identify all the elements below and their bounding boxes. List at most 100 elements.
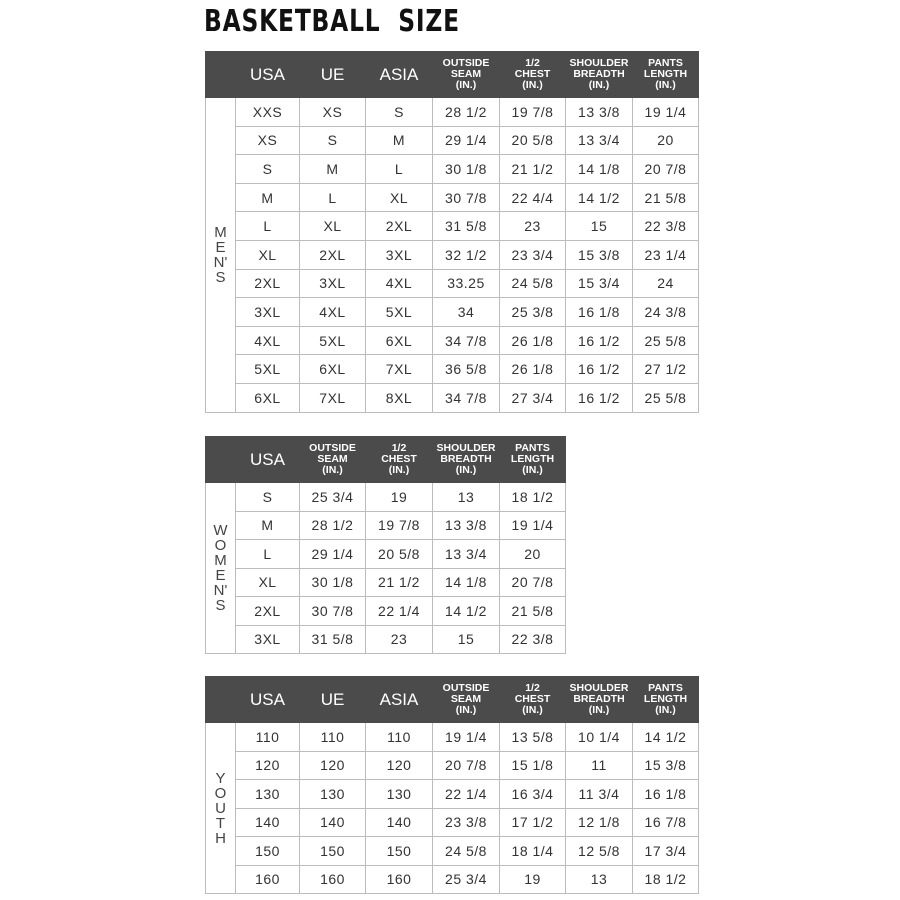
table-cell: 21 1/2 <box>499 154 566 184</box>
table-cell: 20 7/8 <box>432 750 500 780</box>
youth-size-table: USA UE ASIA OUTSIDE SEAM (IN.) 1/2 CHEST (IN… <box>205 676 699 894</box>
table-cell: 20 7/8 <box>499 567 566 597</box>
table-cell: 120 <box>365 750 433 780</box>
table-cell: 22 4/4 <box>499 182 566 213</box>
table-cell: 18 1/2 <box>499 482 566 512</box>
table-cell: 27 3/4 <box>499 382 566 413</box>
table-cell: 150 <box>365 836 433 866</box>
table-cell: S <box>365 97 433 127</box>
table-row: Y O U T H 110 110 110 19 1/4 13 5/8 10 1/4 14 1… <box>205 722 699 894</box>
table-cell: 3XL <box>365 239 433 270</box>
table-cell: 21 5/8 <box>632 182 699 213</box>
column-header: USA <box>235 51 300 98</box>
table-cell: 24 <box>632 268 699 299</box>
table-cell: 19 <box>499 864 566 894</box>
table-cell: M <box>235 510 300 540</box>
table-cell: 13 <box>565 864 633 894</box>
table-cell: 6XL <box>365 325 433 356</box>
table-cell: 3XL <box>235 624 300 654</box>
table-cell: M <box>365 125 433 156</box>
table-cell: 25 5/8 <box>632 382 699 413</box>
column-header: UE <box>299 676 366 723</box>
table-cell: 3XL <box>235 297 300 327</box>
table-cell: XS <box>235 125 300 156</box>
column-header: UE <box>299 51 366 98</box>
table-cell: 23 3/8 <box>432 807 500 837</box>
table-cell: 13 5/8 <box>499 722 566 752</box>
table-cell: 27 1/2 <box>632 354 699 384</box>
table-cell: 14 1/2 <box>565 182 633 213</box>
table-cell: 23 3/4 <box>499 239 566 270</box>
table-cell: 15 3/8 <box>632 750 699 780</box>
table-cell: 13 3/4 <box>432 539 500 569</box>
column-header: PANTS LENGTH (IN.) <box>632 51 699 98</box>
table-cell: XL <box>235 239 300 270</box>
womens-size-table: USA OUTSIDE SEAM (IN.) 1/2 CHEST (IN.) SHOU… <box>205 436 566 654</box>
table-cell: 25 3/4 <box>299 482 366 512</box>
header-corner <box>205 51 236 98</box>
table-cell: 120 <box>235 750 300 780</box>
table-cell: M <box>235 182 300 213</box>
table-cell: 20 5/8 <box>499 125 566 156</box>
table-cell: L <box>235 211 300 241</box>
mens-size-table: USA UE ASIA OUTSIDE SEAM (IN.) 1/2 CHEST (IN… <box>205 51 699 413</box>
table-cell: 17 1/2 <box>499 807 566 837</box>
table-cell: 140 <box>299 807 366 837</box>
table-cell: 17 3/4 <box>632 836 699 866</box>
table-cell: 12 1/8 <box>565 807 633 837</box>
table-cell: 20 7/8 <box>632 154 699 184</box>
table-cell: 14 1/8 <box>432 567 500 597</box>
table-cell: L <box>299 182 366 213</box>
table-cell: 14 1/8 <box>565 154 633 184</box>
table-row: M E N' S XXS XS S 28 1/2 19 7/8 13 3/8 19 1/4 <box>205 97 699 413</box>
section-label: W O M E N' S <box>205 482 236 654</box>
table-cell: 16 7/8 <box>632 807 699 837</box>
table-cell: 110 <box>365 722 433 752</box>
table-cell: 7XL <box>299 382 366 413</box>
table-cell: 5XL <box>235 354 300 384</box>
table-cell: 22 1/4 <box>432 779 500 809</box>
table-cell: S <box>235 482 300 512</box>
column-header: USA <box>235 676 300 723</box>
table-cell: 15 <box>565 211 633 241</box>
table-cell: L <box>235 539 300 569</box>
table-cell: 4XL <box>365 268 433 299</box>
table-cell: 26 1/8 <box>499 325 566 356</box>
table-row: S M L 30 1/8 21 1/2 14 1/8 20 7/8 <box>206 154 699 184</box>
table-cell: 16 3/4 <box>499 779 566 809</box>
table-cell: 28 1/2 <box>299 510 366 540</box>
table-row: 140 140 140 23 3/8 17 1/2 12 1/8 16 7/8 <box>206 807 699 837</box>
table-row: 3XL 31 5/8 23 15 22 3/8 <box>206 624 566 654</box>
header-row: USA UE ASIA OUTSIDE SEAM (IN.) 1/2 CHEST (IN… <box>205 676 699 723</box>
table-cell: 20 <box>499 539 566 569</box>
table-cell: 22 3/8 <box>499 624 566 654</box>
table-cell: XL <box>235 567 300 597</box>
table-cell: 14 1/2 <box>632 722 699 752</box>
column-header: SHOULDER BREADTH (IN.) <box>432 436 500 483</box>
table-row: 3XL 4XL 5XL 34 25 3/8 16 1/8 24 3/8 <box>206 297 699 327</box>
table-cell: 140 <box>365 807 433 837</box>
table-cell: 5XL <box>365 297 433 327</box>
table-cell: 19 7/8 <box>499 97 566 127</box>
table-cell: 13 3/8 <box>565 97 633 127</box>
table-cell: 19 1/4 <box>432 722 500 752</box>
column-header: 1/2 CHEST (IN.) <box>499 676 566 723</box>
table-cell: 160 <box>235 864 300 894</box>
table-cell: 6XL <box>299 354 366 384</box>
table-cell: 24 5/8 <box>499 268 566 299</box>
table-cell: 2XL <box>299 239 366 270</box>
table-cell: 150 <box>235 836 300 866</box>
table-cell: 31 5/8 <box>432 211 500 241</box>
table-cell: 32 1/2 <box>432 239 500 270</box>
table-cell: 29 1/4 <box>299 539 366 569</box>
table-cell: 21 5/8 <box>499 596 566 626</box>
table-cell: 26 1/8 <box>499 354 566 384</box>
table-cell: 160 <box>299 864 366 894</box>
table-row: 150 150 150 24 5/8 18 1/4 12 5/8 17 3/4 <box>206 836 699 866</box>
table-row: 6XL 7XL 8XL 34 7/8 27 3/4 16 1/2 25 5/8 <box>206 382 699 413</box>
table-cell: 24 5/8 <box>432 836 500 866</box>
table-cell: L <box>365 154 433 184</box>
table-cell: 11 <box>565 750 633 780</box>
table-cell: 19 7/8 <box>365 510 433 540</box>
table-cell: 23 <box>499 211 566 241</box>
